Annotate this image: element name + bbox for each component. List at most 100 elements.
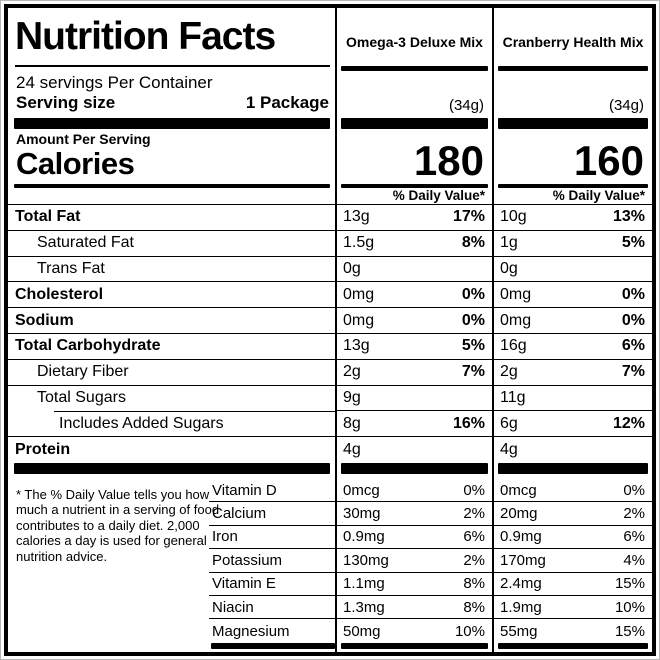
vitamin-label: Vitamin D <box>212 481 277 499</box>
amount: 9g <box>343 388 361 406</box>
amount: 0mg <box>343 311 375 329</box>
calories-heading: Amount Per Serving Calories <box>8 129 157 184</box>
daily-value-header-text: % Daily Value* <box>392 188 485 203</box>
label-title: Nutrition Facts <box>15 15 276 58</box>
serving-size-row: Serving size 1 Package <box>16 93 329 112</box>
amount: 0.9mg <box>343 528 385 546</box>
amount: 2g <box>343 363 361 381</box>
daily-value: 5% <box>621 234 645 252</box>
daily-value: 12% <box>612 414 645 432</box>
thick-rule <box>498 462 648 474</box>
nutrient-row-sodium: Sodium <box>8 308 335 334</box>
amount: 4g <box>343 441 361 459</box>
thick-rule <box>341 462 488 474</box>
vitamin-value-row-vitamin-d: 0mcg 0% <box>337 479 492 503</box>
thick-rule <box>498 118 648 129</box>
thick-rule <box>341 118 488 129</box>
daily-value: 0% <box>461 285 485 303</box>
vitamin-value-row-magnesium: 55mg 15% <box>494 619 652 642</box>
micronutrient-values: 0mcg 0% 20mg 2% 0.9mg 6% 170mg 4% 2.4mg 15% 1… <box>494 474 652 649</box>
medium-rule <box>14 184 330 188</box>
value-row-total-fat: 10g 13% <box>494 205 652 231</box>
amount: 16g <box>500 337 527 355</box>
value-row-cholesterol: 0mg 0% <box>337 282 492 309</box>
daily-value: 0% <box>623 481 645 499</box>
daily-value: 8% <box>463 575 485 593</box>
main-column: Nutrition Facts 24 servings Per Containe… <box>8 8 335 652</box>
value-row-total-sugars: 9g <box>337 386 492 412</box>
daily-value: 17% <box>452 208 485 226</box>
product-column-cranberry: Cranberry Health Mix (34g) 160 % Daily V… <box>492 8 652 652</box>
servings-per-container: 24 servings Per Container <box>16 73 213 92</box>
nutrient-label: Total Fat <box>15 208 81 226</box>
nutrient-label: Saturated Fat <box>37 234 134 252</box>
vitamin-value-row-vitamin-e: 1.1mg 8% <box>337 573 492 596</box>
vitamin-label: Iron <box>212 528 238 546</box>
daily-value: 7% <box>621 363 645 381</box>
amount: 0g <box>343 259 361 277</box>
amount: 170mg <box>500 551 546 569</box>
vitamin-label: Potassium <box>212 551 283 569</box>
daily-value: 15% <box>614 622 645 640</box>
amount: 0mg <box>500 311 532 329</box>
vitamin-value-row-magnesium: 50mg 10% <box>337 619 492 642</box>
daily-value: 16% <box>452 414 485 432</box>
value-row-protein: 4g <box>494 437 652 463</box>
product-bottom-section: 0mcg 0% 20mg 2% 0.9mg 6% 170mg 4% 2.4mg 15% 1… <box>494 474 652 652</box>
value-row-dietary-fiber: 2g 7% <box>337 360 492 386</box>
amount: 50mg <box>343 622 381 640</box>
vitamin-label: Magnesium <box>212 622 290 640</box>
amount: 10g <box>500 208 527 226</box>
daily-value: 2% <box>623 505 645 523</box>
product-name: Omega-3 Deluxe Mix <box>346 34 483 50</box>
vitamin-value-row-iron: 0.9mg 6% <box>337 526 492 550</box>
vitamin-value-row-calcium: 20mg 2% <box>494 502 652 526</box>
nutrient-label: Dietary Fiber <box>37 363 129 381</box>
amount: 0mg <box>500 285 532 303</box>
medium-rule <box>341 184 488 188</box>
vitamin-value-row-niacin: 1.9mg 10% <box>494 596 652 620</box>
value-row-added-sugars: 8g 16% <box>337 411 492 438</box>
value-row-saturated-fat: 1g 5% <box>494 231 652 257</box>
daily-value-footnote: * The % Daily Value tells you how much a… <box>16 486 220 564</box>
vitamin-row-niacin: Niacin <box>209 596 335 620</box>
vitamin-label: Niacin <box>212 598 254 616</box>
serving-size-label: Serving size <box>16 93 116 112</box>
daily-value-header: % Daily Value* <box>494 188 652 205</box>
nutrient-row-added-sugars: Includes Added Sugars <box>8 411 335 438</box>
amount: 1.9mg <box>500 598 542 616</box>
amount: 8g <box>343 414 361 432</box>
nutrient-row-total-sugars: Total Sugars <box>8 386 335 413</box>
product-header: Omega-3 Deluxe Mix (34g) <box>337 8 492 118</box>
amount: 0mcg <box>500 481 537 499</box>
nutrient-label: Cholesterol <box>15 285 104 303</box>
end-rule <box>341 642 488 649</box>
vitamin-value-row-vitamin-e: 2.4mg 15% <box>494 573 652 596</box>
calories-section: 180 <box>337 129 492 184</box>
nutrient-row-trans-fat: Trans Fat <box>8 257 335 283</box>
calories-value: 180 <box>413 137 484 184</box>
amount: 4g <box>500 441 518 459</box>
daily-value: 4% <box>623 551 645 569</box>
header-rule <box>341 66 488 71</box>
vitamin-value-row-calcium: 30mg 2% <box>337 502 492 526</box>
vitamin-value-row-niacin: 1.3mg 8% <box>337 596 492 620</box>
amount: 0mg <box>343 285 375 303</box>
amount: 1.3mg <box>343 598 385 616</box>
title-rule <box>15 65 330 67</box>
nutrient-row-cholesterol: Cholesterol <box>8 282 335 309</box>
header-rule <box>498 66 648 71</box>
amount: 2.4mg <box>500 575 542 593</box>
daily-value-header-text: % Daily Value* <box>552 188 645 203</box>
nutrient-label: Trans Fat <box>37 259 105 277</box>
end-rule <box>498 642 648 649</box>
amount: 0g <box>500 259 518 277</box>
vitamin-label: Calcium <box>212 505 267 523</box>
daily-value: 10% <box>614 598 645 616</box>
daily-value: 10% <box>454 622 485 640</box>
micronutrient-values: 0mcg 0% 30mg 2% 0.9mg 6% 130mg 2% 1.1mg 8% 1.… <box>337 474 492 649</box>
medium-rule <box>498 184 648 188</box>
value-row-sodium: 0mg 0% <box>337 308 492 334</box>
nutrient-label: Total Sugars <box>37 389 126 407</box>
